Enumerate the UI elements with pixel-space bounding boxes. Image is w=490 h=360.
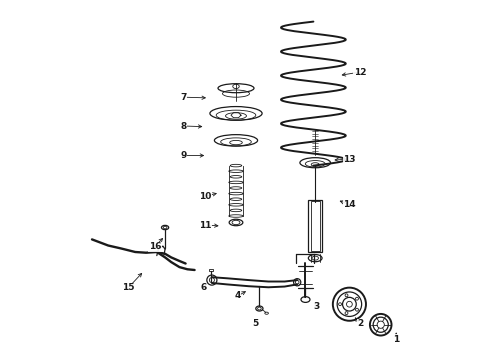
Ellipse shape bbox=[345, 312, 348, 315]
Text: 13: 13 bbox=[343, 155, 356, 163]
Ellipse shape bbox=[356, 308, 358, 311]
Bar bbox=[308, 200, 322, 252]
Text: 3: 3 bbox=[314, 302, 320, 311]
Text: 8: 8 bbox=[181, 122, 187, 131]
Text: 5: 5 bbox=[253, 320, 259, 328]
Ellipse shape bbox=[356, 297, 358, 300]
Text: 6: 6 bbox=[200, 284, 207, 292]
Text: 15: 15 bbox=[122, 284, 134, 292]
Text: 2: 2 bbox=[357, 320, 363, 328]
Text: 9: 9 bbox=[181, 151, 187, 160]
Bar bbox=[209, 269, 213, 271]
Text: 4: 4 bbox=[235, 292, 241, 300]
Text: 12: 12 bbox=[354, 68, 367, 77]
Text: 1: 1 bbox=[393, 335, 399, 343]
Text: 14: 14 bbox=[343, 200, 356, 209]
Text: 16: 16 bbox=[149, 242, 161, 251]
Text: 11: 11 bbox=[199, 220, 212, 230]
Text: 10: 10 bbox=[199, 192, 212, 201]
Ellipse shape bbox=[345, 294, 348, 297]
Text: 7: 7 bbox=[181, 93, 187, 102]
Bar bbox=[311, 201, 319, 251]
Ellipse shape bbox=[339, 303, 342, 306]
